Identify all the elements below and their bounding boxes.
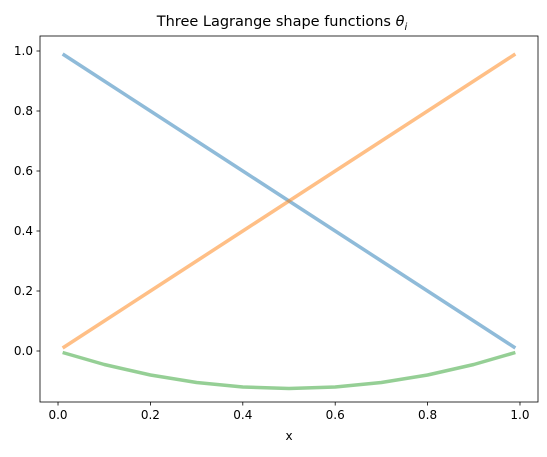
x-tick-label: 0.4 (233, 408, 252, 422)
x-tick-label: 1.0 (510, 408, 529, 422)
y-tick-label: 0.8 (14, 104, 33, 118)
y-tick-label: 0.0 (14, 344, 33, 358)
plot-area-frame (39, 35, 539, 403)
series-line-2 (61, 52, 517, 350)
y-tick-label: 0.2 (14, 284, 33, 298)
x-axis-label: x (285, 429, 292, 443)
x-tick-label: 0.8 (418, 408, 437, 422)
y-axis: 0.0 0.2 0.4 0.6 0.8 1.0 (14, 44, 40, 358)
chart-title: Three Lagrange shape functions θi (156, 14, 408, 33)
x-axis: 0.0 0.2 0.4 0.6 0.8 1.0 (48, 402, 530, 422)
chart-title-text: Three Lagrange shape functions (156, 14, 396, 30)
x-tick-label: 0.0 (48, 408, 67, 422)
series-layer (61, 52, 517, 391)
y-tick-label: 0.6 (14, 164, 33, 178)
y-tick-label: 1.0 (14, 44, 33, 58)
x-tick-label: 0.6 (326, 408, 345, 422)
chart-title-subscript: i (404, 22, 407, 33)
series-line-3 (62, 350, 516, 391)
chart-title-math: θ (396, 14, 405, 30)
x-tick-label: 0.2 (141, 408, 160, 422)
y-tick-label: 0.4 (14, 224, 33, 238)
